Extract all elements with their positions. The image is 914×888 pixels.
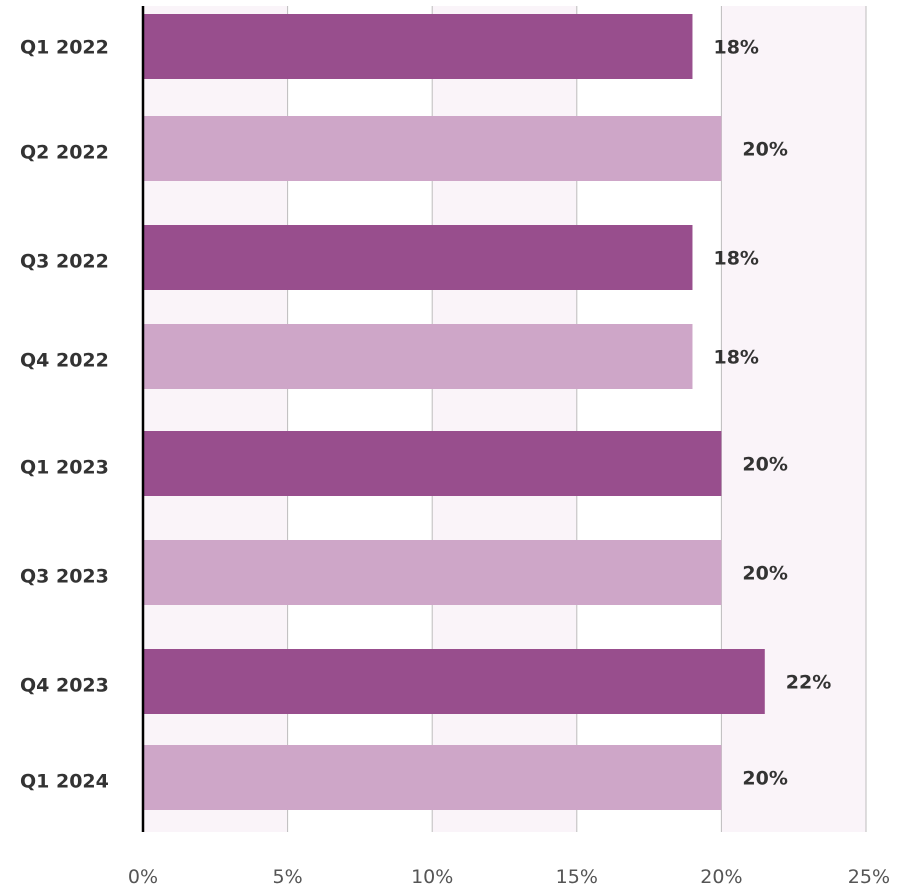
bar-2: [143, 225, 693, 290]
x-tick-label-4: 20%: [700, 866, 742, 888]
x-tick-label-3: 15%: [556, 866, 598, 888]
bar-0: [143, 14, 693, 79]
category-label-6: Q4 2023: [20, 675, 109, 697]
bar-5: [143, 540, 722, 605]
value-label-6: 22%: [786, 672, 831, 694]
value-label-2: 18%: [713, 248, 758, 270]
value-label-1: 20%: [742, 139, 787, 161]
category-label-3: Q4 2022: [20, 350, 109, 372]
category-label-5: Q3 2023: [20, 566, 109, 588]
category-label-0: Q1 2022: [20, 37, 109, 59]
category-label-4: Q1 2023: [20, 457, 109, 479]
value-label-4: 20%: [742, 454, 787, 476]
value-label-7: 20%: [742, 768, 787, 790]
value-label-3: 18%: [713, 347, 758, 369]
value-label-0: 18%: [713, 37, 758, 59]
value-label-5: 20%: [742, 563, 787, 585]
x-tick-label-2: 10%: [411, 866, 453, 888]
x-tick-label-5: 25%: [848, 866, 890, 888]
category-label-1: Q2 2022: [20, 142, 109, 164]
x-tick-label-1: 5%: [273, 866, 303, 888]
bar-7: [143, 745, 722, 810]
bar-4: [143, 431, 722, 496]
bar-3: [143, 324, 693, 389]
bar-6: [143, 649, 765, 714]
bar-1: [143, 116, 722, 181]
x-tick-labels: 0% 5% 10% 15% 20% 25%: [128, 866, 890, 888]
category-labels: Q1 2022 Q2 2022 Q3 2022 Q4 2022 Q1 2023 Q3 20…: [20, 37, 109, 793]
value-labels: 18% 20% 18% 18% 20% 20% 22% 20%: [713, 37, 831, 790]
category-label-7: Q1 2024: [20, 771, 109, 793]
x-tick-label-0: 0%: [128, 866, 158, 888]
bars: [143, 14, 765, 810]
category-label-2: Q3 2022: [20, 251, 109, 273]
